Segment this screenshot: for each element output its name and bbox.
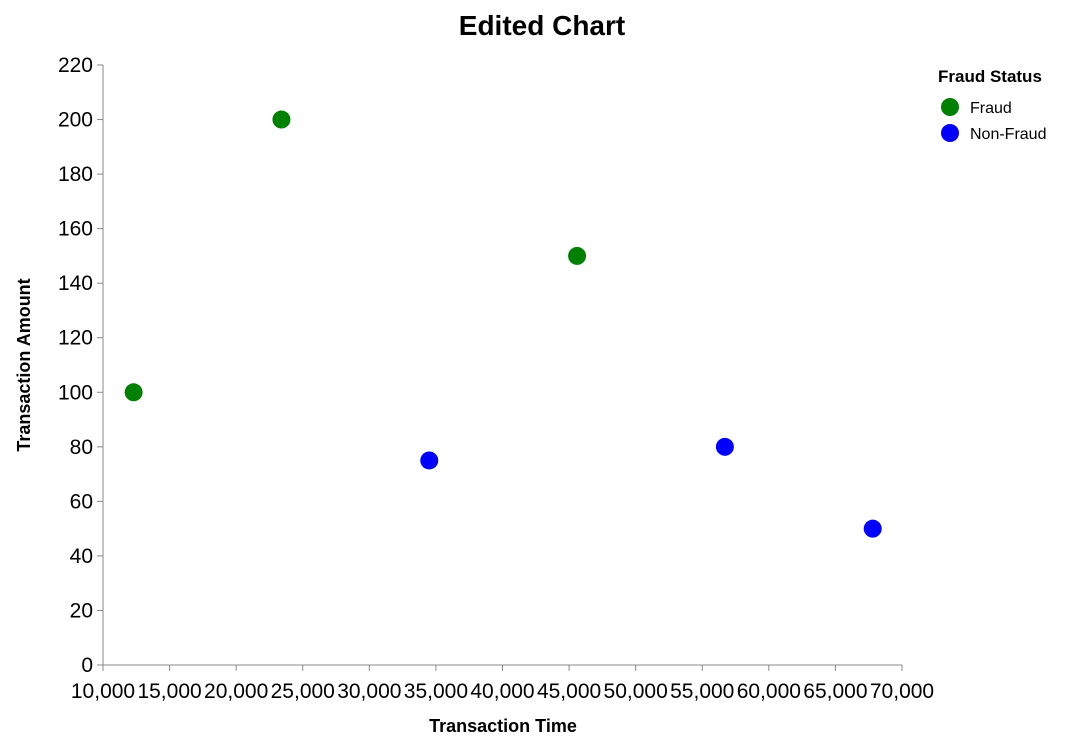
x-tick-label: 70,000 — [870, 680, 934, 703]
y-tick-label: 60 — [70, 490, 93, 513]
data-point-non-fraud — [863, 519, 882, 538]
y-tick-label: 220 — [58, 54, 93, 77]
legend-swatch — [941, 124, 959, 142]
data-point-fraud — [124, 383, 143, 402]
axes: 10,000 15,000 20,000 25,000 30,000 35,000 40,0… — [58, 54, 934, 703]
y-tick-label: 80 — [70, 436, 93, 459]
y-tick-label: 120 — [58, 327, 93, 350]
data-point-fraud — [568, 246, 587, 265]
legend-label: Fraud — [970, 100, 1012, 117]
legend-swatch — [941, 98, 959, 116]
y-tick-label: 40 — [70, 545, 93, 568]
x-tick-label: 15,000 — [137, 680, 201, 703]
x-tick-label: 60,000 — [737, 680, 801, 703]
data-point-non-fraud — [420, 451, 439, 470]
y-tick-label: 0 — [81, 654, 93, 677]
x-tick-label: 45,000 — [537, 680, 601, 703]
x-axis-title: Transaction Time — [429, 716, 577, 736]
x-tick-label: 55,000 — [670, 680, 734, 703]
y-axis-title: Transaction Amount — [14, 278, 34, 451]
x-tick-label: 30,000 — [337, 680, 401, 703]
y-tick-label: 20 — [70, 599, 93, 622]
x-tick-label: 35,000 — [404, 680, 468, 703]
x-tick-label: 10,000 — [71, 680, 135, 703]
data-point-non-fraud — [715, 437, 734, 456]
x-tick-label: 25,000 — [271, 680, 335, 703]
y-tick-label: 160 — [58, 218, 93, 241]
y-tick-label: 180 — [58, 163, 93, 186]
legend-label: Non-Fraud — [970, 126, 1046, 143]
x-tick-label: 50,000 — [604, 680, 668, 703]
x-tick-label: 65,000 — [803, 680, 867, 703]
y-tick-label: 100 — [58, 381, 93, 404]
legend: Fraud Status Fraud Non-Fraud — [938, 67, 1046, 143]
y-tick-label: 140 — [58, 272, 93, 295]
x-tick-label: 40,000 — [470, 680, 534, 703]
plot-area — [124, 110, 882, 538]
legend-title: Fraud Status — [938, 67, 1042, 86]
chart-title: Edited Chart — [459, 10, 625, 41]
x-tick-label: 20,000 — [204, 680, 268, 703]
data-point-fraud — [272, 110, 291, 129]
y-tick-label: 200 — [58, 109, 93, 132]
